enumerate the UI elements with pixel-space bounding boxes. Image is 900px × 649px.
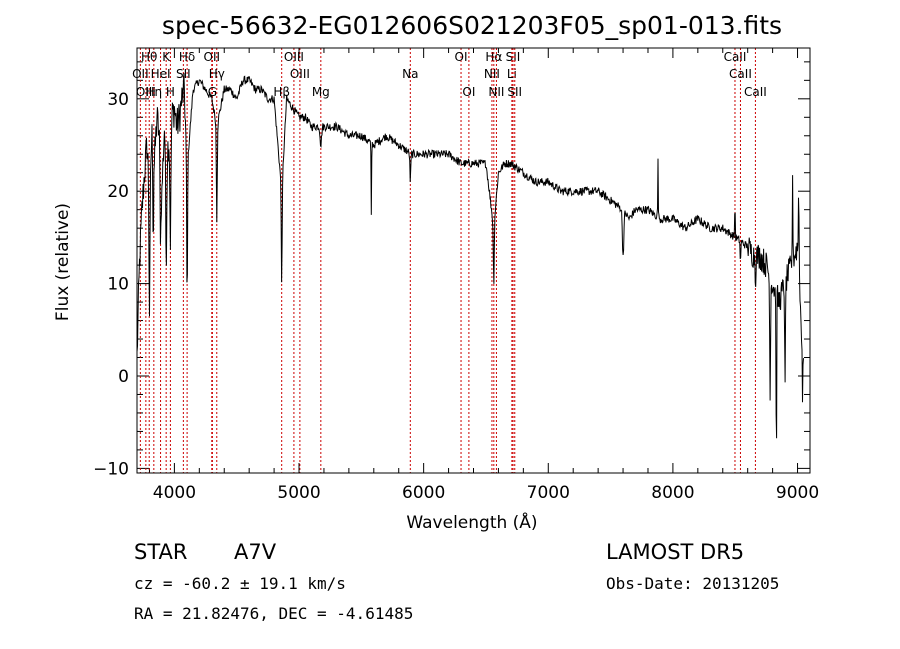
- line-marker-label: OIII: [290, 67, 310, 81]
- chart-title: spec-56632-EG012606S021203F05_sp01-013.f…: [162, 11, 782, 40]
- sky-coordinates: RA = 21.82476, DEC = -4.61485: [134, 604, 414, 623]
- observation-date: Obs-Date: 20131205: [606, 574, 780, 593]
- line-marker-label: CaII: [744, 85, 767, 99]
- y-tick-label: −10: [93, 459, 129, 479]
- x-tick-label: 5000: [277, 483, 320, 503]
- x-tick-label: 6000: [402, 483, 445, 503]
- plot-frame: [136, 47, 811, 474]
- line-marker-label: HeI: [151, 67, 171, 81]
- y-tick-label: 30: [107, 90, 129, 110]
- line-marker-label: Hη: [146, 85, 163, 99]
- line-marker-label: Hθ: [141, 50, 157, 64]
- line-marker-label: OIII: [284, 50, 304, 64]
- object-subclass: A7V: [234, 540, 277, 564]
- line-marker-label: Mg: [312, 85, 330, 99]
- x-tick-label: 7000: [527, 483, 570, 503]
- object-type: STAR: [134, 540, 188, 564]
- line-marker-label: H: [166, 85, 175, 99]
- line-marker-label: Hβ: [273, 85, 290, 99]
- line-marker-label: SII: [507, 85, 522, 99]
- line-marker-label: OIII: [136, 85, 156, 99]
- y-tick-label: 20: [107, 182, 129, 202]
- line-marker-label: OII: [204, 50, 221, 64]
- line-marker-label: Na: [402, 67, 418, 81]
- line-marker-label: Hα: [485, 50, 502, 64]
- line-marker-label: K: [162, 50, 171, 64]
- line-marker-label: OI: [455, 50, 468, 64]
- line-marker-label: NII: [484, 67, 500, 81]
- axis-ticks: 4000 5000 6000 7000 8000 9000 −10 0 10 20 30: [93, 48, 819, 503]
- spectrum-line: [136, 73, 804, 439]
- y-tick-label: 0: [118, 367, 129, 387]
- line-marker-label: NII: [488, 85, 504, 99]
- x-tick-label: 8000: [651, 483, 694, 503]
- line-marker-label: G: [208, 85, 217, 99]
- line-marker-label: Hγ: [209, 67, 225, 81]
- line-marker-label: CaII: [724, 50, 747, 64]
- line-marker-label: Li: [507, 67, 517, 81]
- line-marker-label: OI: [462, 85, 475, 99]
- line-marker-label: CaII: [729, 67, 752, 81]
- survey-name: LAMOST DR5: [606, 540, 745, 564]
- line-marker-label: Hδ: [179, 50, 195, 64]
- x-tick-label: 9000: [776, 483, 819, 503]
- line-marker-label: OII: [132, 67, 149, 81]
- x-axis-label: Wavelength (Å): [406, 511, 537, 533]
- redshift-velocity: cz = -60.2 ± 19.1 km/s: [134, 574, 346, 593]
- y-axis-label: Flux (relative): [53, 203, 73, 321]
- line-marker-label: SII: [506, 50, 521, 64]
- x-tick-label: 4000: [153, 483, 196, 503]
- y-tick-label: 10: [107, 275, 129, 295]
